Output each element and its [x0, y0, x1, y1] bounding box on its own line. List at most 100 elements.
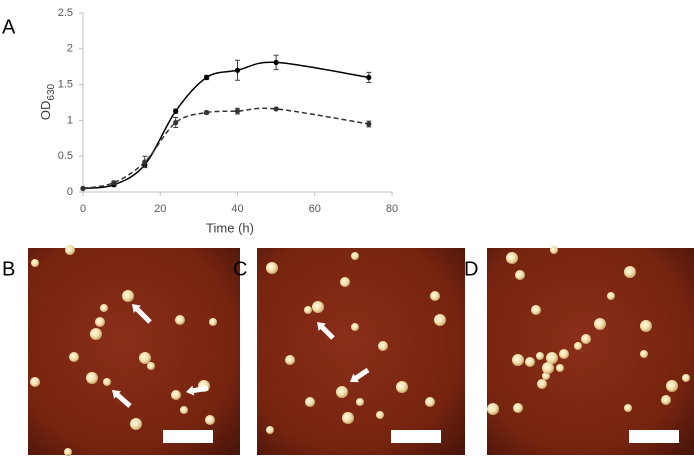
arrow-head: [112, 390, 121, 399]
data-point: [234, 67, 241, 73]
colony: [550, 246, 558, 254]
colony: [312, 301, 324, 313]
colony: [581, 334, 591, 344]
colony: [536, 352, 544, 360]
y-axis-title: OD630: [38, 83, 56, 120]
data-point: [366, 74, 372, 81]
data-point: [173, 108, 179, 114]
arrow-head: [350, 373, 359, 383]
colony: [130, 418, 142, 430]
colony: [624, 404, 632, 412]
colony: [147, 362, 155, 370]
arrow-head: [186, 385, 195, 396]
colony: [487, 403, 499, 415]
colony: [434, 314, 446, 326]
plate-photo: [257, 248, 465, 455]
arrow: [353, 367, 370, 381]
x-tick-label: 60: [309, 203, 321, 215]
colonies: [30, 245, 690, 456]
panel-label: A: [2, 16, 16, 38]
colony: [304, 306, 312, 314]
y-axis-title-sub: 630: [46, 83, 57, 100]
colony: [556, 364, 564, 372]
colony: [351, 252, 359, 260]
colony: [205, 415, 215, 425]
colony: [95, 317, 105, 327]
colony: [266, 426, 274, 434]
series-line: [82, 107, 369, 190]
data-point: [80, 185, 86, 192]
colony: [175, 315, 185, 325]
colony: [378, 341, 388, 351]
data-point: [366, 121, 372, 127]
data-point: [204, 74, 210, 81]
scale-bar: [163, 430, 213, 443]
colony: [546, 352, 558, 364]
colony: [340, 277, 350, 287]
colony: [30, 377, 40, 387]
colony: [666, 380, 678, 392]
y-tick-label: 1.5: [58, 79, 73, 91]
colony: [640, 320, 652, 332]
colony: [594, 318, 606, 330]
series-line: [82, 61, 369, 190]
colony: [537, 379, 547, 389]
colony: [559, 349, 569, 359]
data-point: [204, 109, 210, 116]
data-point: [273, 59, 279, 66]
colony: [531, 305, 541, 315]
colony: [525, 357, 535, 367]
data-point: [142, 159, 148, 165]
data-point: [273, 106, 279, 112]
data-point: [111, 180, 117, 186]
arrow: [319, 324, 335, 340]
colony: [640, 350, 648, 358]
colony: [285, 355, 295, 365]
scale-bar: [629, 430, 679, 443]
colony: [515, 270, 525, 280]
colony: [209, 318, 217, 326]
colony: [122, 290, 134, 302]
colony: [31, 259, 39, 267]
colony: [682, 374, 690, 382]
arrow: [114, 392, 132, 408]
colony: [86, 372, 98, 384]
panel-label: C: [233, 258, 247, 280]
x-tick-label: 80: [386, 203, 398, 215]
colony: [342, 412, 354, 424]
colony: [90, 328, 102, 340]
panel-label: B: [2, 258, 15, 280]
data-point: [234, 108, 241, 114]
y-tick-label: 2.5: [58, 7, 73, 19]
colony: [103, 378, 111, 386]
colony: [171, 390, 181, 400]
colony: [661, 395, 671, 405]
colony: [305, 397, 315, 407]
colony: [396, 381, 408, 393]
colony: [542, 362, 554, 374]
colony: [69, 352, 79, 362]
panel-label: D: [464, 258, 478, 280]
arrow: [134, 306, 152, 324]
colony: [100, 304, 108, 312]
colony: [425, 397, 435, 407]
x-tick-label: 0: [80, 203, 86, 215]
x-tick-label: 40: [231, 203, 243, 215]
x-axis-title: Time (h): [206, 220, 254, 235]
colony: [624, 266, 636, 278]
data-point: [173, 119, 179, 126]
colony: [430, 291, 440, 301]
arrow-head: [317, 322, 326, 331]
arrow-head: [132, 304, 141, 313]
colony: [607, 292, 615, 300]
colony: [574, 342, 582, 350]
colony: [180, 406, 188, 414]
colony: [356, 398, 364, 406]
colony: [513, 403, 523, 413]
colony: [65, 245, 75, 255]
y-axis-title-main: OD: [38, 101, 53, 121]
y-tick-label: 0.5: [58, 150, 73, 162]
y-tick-label: 0: [67, 186, 73, 198]
colony: [512, 354, 524, 366]
